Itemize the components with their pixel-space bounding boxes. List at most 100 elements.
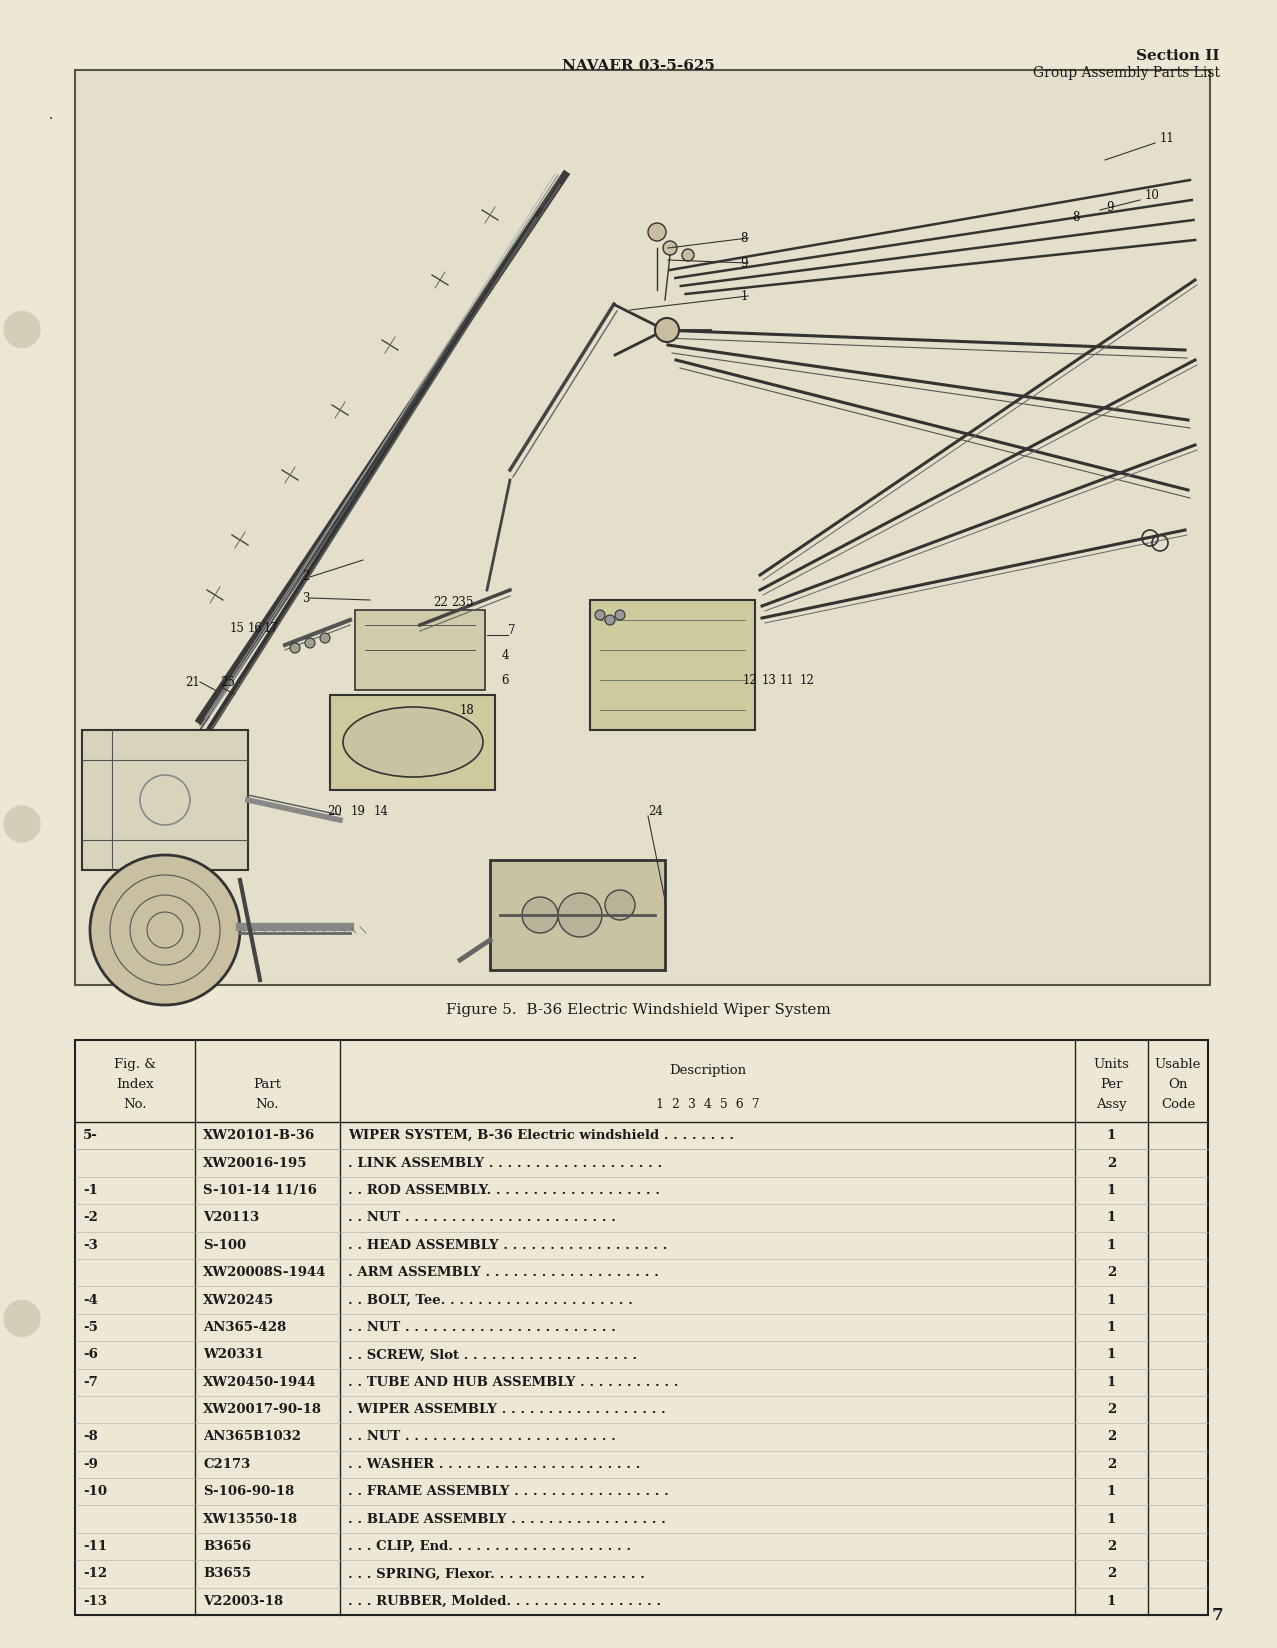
Bar	[75, 1040, 1208, 1615]
Text: 6: 6	[502, 674, 510, 687]
Circle shape	[682, 249, 693, 260]
Ellipse shape	[344, 707, 483, 776]
Circle shape	[605, 890, 635, 920]
Text: . . ROD ASSEMBLY. . . . . . . . . . . . . . . . . . .: . . ROD ASSEMBLY. . . . . . . . . . . . …	[349, 1183, 660, 1196]
Text: Fig. &: Fig. &	[114, 1058, 156, 1071]
Text: -9: -9	[83, 1458, 98, 1472]
Text: AN365B1032: AN365B1032	[203, 1430, 301, 1444]
Text: Figure 5.  B-36 Electric Windshield Wiper System: Figure 5. B-36 Electric Windshield Wiper…	[446, 1004, 831, 1017]
Text: 14: 14	[374, 804, 388, 817]
Text: B3655: B3655	[203, 1567, 252, 1580]
Text: Group Assembly Parts List: Group Assembly Parts List	[1033, 66, 1220, 79]
Text: 1: 1	[1107, 1239, 1116, 1252]
Text: . . . RUBBER, Molded. . . . . . . . . . . . . . . . .: . . . RUBBER, Molded. . . . . . . . . . …	[349, 1595, 661, 1608]
Text: 16: 16	[248, 621, 263, 634]
Circle shape	[655, 318, 679, 343]
Text: 2: 2	[1107, 1157, 1116, 1170]
Text: 11: 11	[780, 674, 794, 687]
Text: 8: 8	[741, 231, 748, 244]
Text: 10: 10	[1145, 188, 1160, 201]
Text: . ARM ASSEMBLY . . . . . . . . . . . . . . . . . . .: . ARM ASSEMBLY . . . . . . . . . . . . .…	[349, 1266, 659, 1279]
Text: Usable: Usable	[1154, 1058, 1202, 1071]
Text: 25: 25	[220, 676, 235, 689]
Text: ·: ·	[49, 112, 54, 125]
Text: 11: 11	[1160, 132, 1175, 145]
Text: . . NUT . . . . . . . . . . . . . . . . . . . . . . .: . . NUT . . . . . . . . . . . . . . . . …	[349, 1211, 616, 1224]
Text: . . . SPRING, Flexor. . . . . . . . . . . . . . . . .: . . . SPRING, Flexor. . . . . . . . . . …	[349, 1567, 645, 1580]
Text: XW20016-195: XW20016-195	[203, 1157, 308, 1170]
Circle shape	[605, 615, 616, 625]
Circle shape	[558, 893, 601, 938]
Text: -6: -6	[83, 1348, 98, 1361]
Text: 1: 1	[1107, 1294, 1116, 1307]
Text: AN365-428: AN365-428	[203, 1322, 286, 1333]
Text: 2: 2	[1107, 1266, 1116, 1279]
Text: 8: 8	[1071, 211, 1079, 224]
Text: -2: -2	[83, 1211, 98, 1224]
Circle shape	[616, 610, 624, 620]
Text: 2: 2	[1107, 1539, 1116, 1552]
Text: . LINK ASSEMBLY . . . . . . . . . . . . . . . . . . .: . LINK ASSEMBLY . . . . . . . . . . . . …	[349, 1157, 663, 1170]
Text: 2: 2	[1107, 1402, 1116, 1416]
Text: 1: 1	[1107, 1485, 1116, 1498]
Text: Description: Description	[669, 1065, 746, 1078]
Circle shape	[647, 222, 667, 241]
Text: 12: 12	[799, 674, 815, 687]
Text: Assy: Assy	[1096, 1098, 1126, 1111]
Text: 19: 19	[351, 804, 365, 817]
Text: 1: 1	[1107, 1129, 1116, 1142]
Text: -4: -4	[83, 1294, 98, 1307]
Circle shape	[4, 1300, 40, 1337]
Circle shape	[290, 643, 300, 653]
Text: Index: Index	[116, 1078, 153, 1091]
Text: 2: 2	[1107, 1430, 1116, 1444]
Text: XW20245: XW20245	[203, 1294, 275, 1307]
Text: 15: 15	[230, 621, 244, 634]
Text: 1: 1	[1107, 1376, 1116, 1389]
Text: 1: 1	[1107, 1348, 1116, 1361]
Text: No.: No.	[255, 1098, 280, 1111]
Text: 1: 1	[1107, 1513, 1116, 1526]
Text: -13: -13	[83, 1595, 107, 1608]
Text: Section II: Section II	[1137, 49, 1220, 63]
Text: S-106-90-18: S-106-90-18	[203, 1485, 294, 1498]
Text: B3656: B3656	[203, 1539, 252, 1552]
Text: Per: Per	[1101, 1078, 1122, 1091]
Text: 1: 1	[1107, 1211, 1116, 1224]
Bar	[490, 860, 665, 971]
Text: -1: -1	[83, 1183, 98, 1196]
Circle shape	[321, 633, 329, 643]
Text: 2: 2	[1107, 1567, 1116, 1580]
Text: . . SCREW, Slot . . . . . . . . . . . . . . . . . . .: . . SCREW, Slot . . . . . . . . . . . . …	[349, 1348, 637, 1361]
Text: V20113: V20113	[203, 1211, 259, 1224]
Text: . . BLADE ASSEMBLY . . . . . . . . . . . . . . . . .: . . BLADE ASSEMBLY . . . . . . . . . . .…	[349, 1513, 665, 1526]
Text: XW20101-B-36: XW20101-B-36	[203, 1129, 315, 1142]
Text: Part: Part	[254, 1078, 281, 1091]
Text: 13: 13	[762, 674, 776, 687]
Text: Code: Code	[1161, 1098, 1195, 1111]
Text: 7: 7	[1212, 1607, 1223, 1623]
Text: 2: 2	[1107, 1458, 1116, 1472]
Text: . . BOLT, Tee. . . . . . . . . . . . . . . . . . . . .: . . BOLT, Tee. . . . . . . . . . . . . .…	[349, 1294, 633, 1307]
Text: On: On	[1168, 1078, 1188, 1091]
Text: W20331: W20331	[203, 1348, 264, 1361]
Bar	[590, 600, 755, 730]
Circle shape	[595, 610, 605, 620]
Text: . . . CLIP, End. . . . . . . . . . . . . . . . . . . .: . . . CLIP, End. . . . . . . . . . . . .…	[349, 1539, 631, 1552]
Text: -11: -11	[83, 1539, 107, 1552]
Text: 20: 20	[328, 804, 342, 817]
Circle shape	[522, 897, 558, 933]
Circle shape	[4, 806, 40, 842]
Text: WIPER SYSTEM, B-36 Electric windshield . . . . . . . .: WIPER SYSTEM, B-36 Electric windshield .…	[349, 1129, 734, 1142]
Text: V22003-18: V22003-18	[203, 1595, 283, 1608]
Text: . WIPER ASSEMBLY . . . . . . . . . . . . . . . . . .: . WIPER ASSEMBLY . . . . . . . . . . . .…	[349, 1402, 665, 1416]
Text: 22: 22	[433, 595, 448, 608]
Text: . . NUT . . . . . . . . . . . . . . . . . . . . . . .: . . NUT . . . . . . . . . . . . . . . . …	[349, 1430, 616, 1444]
Text: 1: 1	[1107, 1595, 1116, 1608]
Text: 12: 12	[743, 674, 757, 687]
Text: -5: -5	[83, 1322, 98, 1333]
Text: 1  2  3  4  5  6  7: 1 2 3 4 5 6 7	[655, 1098, 760, 1111]
Text: . . WASHER . . . . . . . . . . . . . . . . . . . . . .: . . WASHER . . . . . . . . . . . . . . .…	[349, 1458, 640, 1472]
Text: NAVAER 03-5-625: NAVAER 03-5-625	[562, 59, 715, 73]
Text: 21: 21	[185, 676, 200, 689]
